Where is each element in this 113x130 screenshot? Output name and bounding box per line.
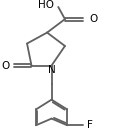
Text: O: O [1, 60, 10, 70]
Text: N: N [48, 65, 55, 75]
Text: O: O [89, 14, 97, 24]
Text: F: F [86, 120, 92, 130]
Text: HO: HO [38, 0, 53, 10]
